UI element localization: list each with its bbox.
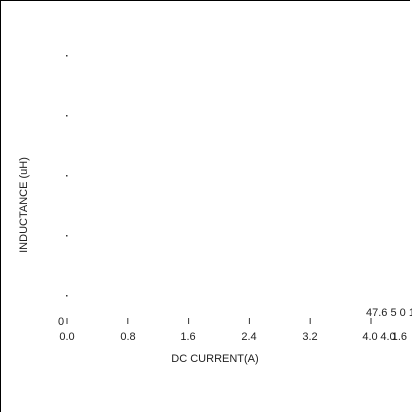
y-tick-mark [66, 295, 68, 297]
x-tick-label: 0.8 [120, 331, 135, 343]
x-tick-label: 4.0 [380, 331, 395, 343]
x-tick-label: 1.6 [180, 331, 195, 343]
x-tick-label: 3.2 [302, 331, 317, 343]
x-tick-label: 4.0 [362, 331, 377, 343]
y-tick-mark [66, 175, 68, 177]
y-zero-label: 0 [58, 316, 64, 328]
y-tick-mark [66, 235, 68, 237]
y-tick-mark [66, 115, 68, 117]
x-tick-label: 0.0 [59, 331, 74, 343]
y-tick-marks [66, 55, 68, 297]
x-axis-label: DC CURRENT(A) [171, 353, 258, 365]
y-axis-label: INDUCTANCE (uH) [18, 157, 30, 253]
x-tick-label: 1.6 [392, 331, 407, 343]
x-tick-labels: 0.0 0.8 1.6 2.4 3.2 4.0 4.01.6 [59, 331, 407, 343]
x-tick-label: 2.4 [241, 331, 256, 343]
y-tick-mark [66, 55, 68, 57]
x-tick-marks [66, 318, 372, 324]
overlapping-annotation: 47.6 5 0 1 7 [366, 307, 412, 319]
